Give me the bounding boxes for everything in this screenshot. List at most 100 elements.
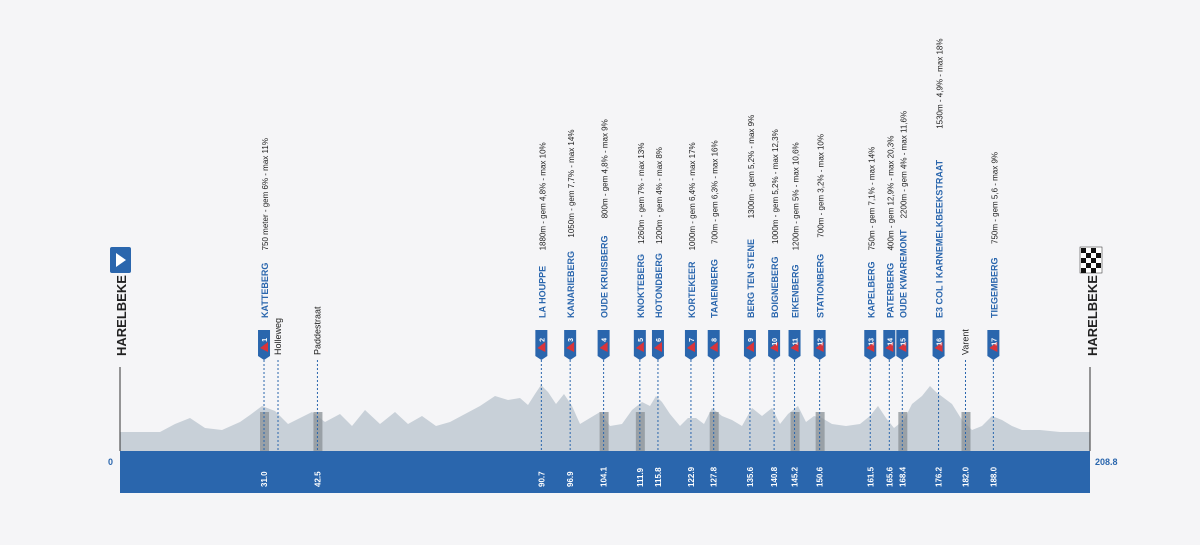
climb-marker-accent <box>260 342 269 352</box>
climb-marker-icon: 14 <box>883 330 896 360</box>
climb-detail: 1260m - gem 7% - max 13% <box>637 143 646 244</box>
climb-name: KORTEKEER <box>687 261 697 318</box>
climb-detail: 400m - gem 12,9% - max 20,3% <box>886 136 895 251</box>
climb-km-label: 165.6 <box>885 466 894 487</box>
climb-detail: 1200m - gem 4% - max 8% <box>655 147 664 244</box>
climb-name: PATERBERG <box>885 263 895 318</box>
climb-number: 7 <box>689 338 696 342</box>
climb-segment <box>815 412 825 451</box>
climb-marker-accent <box>599 342 608 352</box>
elevation-profile <box>120 385 1090 451</box>
climb-marker-icon: 4 <box>597 330 610 360</box>
checkered-flag-icon <box>1079 246 1103 274</box>
climb-marker-accent <box>898 342 907 352</box>
climb-name: STATIONBERG <box>816 254 826 318</box>
climb-segment <box>790 412 800 451</box>
climb-marker-accent <box>653 342 662 352</box>
leader-lines <box>263 360 994 451</box>
climb-name: TIEGEMBERG <box>989 257 999 318</box>
flag-square <box>1091 248 1096 253</box>
climb-marker-icon: 11 <box>788 330 801 360</box>
climb-km-label: 135.6 <box>746 466 755 487</box>
climb-number: 9 <box>748 338 755 342</box>
climb-marker-accent <box>866 342 875 352</box>
climb-marker-icon: 1 <box>258 330 271 360</box>
climb-km-label: 127.8 <box>710 466 719 487</box>
flag-square <box>1086 263 1091 268</box>
flag-square <box>1091 258 1096 263</box>
climb-name: KNOKTEBERG <box>636 254 646 318</box>
climb-segment <box>898 412 908 451</box>
climb-marker-icon: 16 <box>932 330 945 360</box>
climb-number: 1 <box>262 338 269 342</box>
flag-square <box>1081 268 1086 273</box>
climb-number: 14 <box>887 338 894 346</box>
climb-marker-accent <box>770 342 779 352</box>
climb-marker-icon: 17 <box>987 330 1000 360</box>
climb-number: 6 <box>656 338 663 342</box>
climb-name: E3 COL I KARNEMELKBEEKSTRAAT <box>935 159 945 318</box>
sector-km-label: 42.5 <box>313 471 322 487</box>
climb-marker-icon: 2 <box>535 330 548 360</box>
climb-detail: 1050m - gem 7,7% - max 14% <box>567 130 576 238</box>
climb-marker-accent <box>686 342 695 352</box>
climb-detail: 750 meter - gem 6% - max 11% <box>261 138 270 250</box>
climb-km-label: 31.0 <box>260 471 269 487</box>
climb-segment <box>635 412 645 451</box>
climb-marker-icon: 7 <box>684 330 697 360</box>
climb-marker-accent <box>709 342 718 352</box>
start-arrow-icon <box>110 247 131 273</box>
climb-number: 4 <box>602 338 609 342</box>
climb-km-label: 140.8 <box>770 466 779 487</box>
climb-detail: 1000m - gem 5,2% - max 12,3% <box>771 129 780 244</box>
climb-name: KANARIEBERG <box>566 251 576 318</box>
climb-detail: 2200m - gem 4% - max 11,6% <box>899 111 908 218</box>
climb-number: 11 <box>793 338 800 346</box>
climb-shades <box>260 412 971 451</box>
climb-marker-accent <box>537 342 546 352</box>
climb-name: KAPELBERG <box>866 261 876 318</box>
flag-square <box>1096 253 1101 258</box>
km-band <box>120 451 1090 493</box>
elevation-area <box>120 385 1090 451</box>
climb-detail: 1000m - gem 6,4% - max 17% <box>688 142 697 250</box>
climb-detail: 1880m - gem 4,8% - max 10% <box>538 142 547 250</box>
climb-segment <box>599 412 609 451</box>
climb-marker-accent <box>566 342 575 352</box>
km-labels: 31.0 90.7 96.9 104.1 111.9 115.8 122.9 127.8 135… <box>260 466 998 487</box>
flag-square <box>1086 253 1091 258</box>
sector-name: Holleweg <box>273 318 283 355</box>
climb-marker-accent <box>934 342 943 352</box>
start-km-label: 0 <box>108 457 113 467</box>
climb-name: OUDE KRUISBERG <box>600 235 610 318</box>
climb-km-label: 96.9 <box>566 471 575 487</box>
climb-marker-icon: 10 <box>768 330 781 360</box>
climb-km-label: 111.9 <box>636 467 645 487</box>
climb-detail: 750m - gem 5,6 - max 9% <box>990 152 999 244</box>
climb-detail: 750m - gem 7,1% - max 14% <box>867 147 876 251</box>
climb-km-label: 104.1 <box>600 466 609 487</box>
climb-segment <box>313 412 323 451</box>
climb-marker-icon: 6 <box>651 330 664 360</box>
sector-name: Paddestraat <box>312 306 322 355</box>
climb-km-label: 90.7 <box>537 471 546 487</box>
start-name: HARELBEKE <box>114 275 129 356</box>
climb-segment <box>709 412 719 451</box>
climb-km-label: 150.6 <box>816 466 825 487</box>
climb-marker-icon: 3 <box>564 330 577 360</box>
climb-km-label: 145.2 <box>791 466 800 487</box>
climb-detail: 1300m - gem 5,2% - max 9% <box>747 115 756 219</box>
finish-km-label: 208.8 <box>1095 457 1118 467</box>
climb-km-label: 168.4 <box>898 466 907 487</box>
climb-number: 16 <box>937 338 944 346</box>
climb-labels: KATTEBERG 750 meter - gem 6% - max 11% LA … <box>260 39 999 355</box>
climb-detail: 800m - gem 4,8% - max 9% <box>601 119 610 218</box>
climb-segment <box>260 412 270 451</box>
start-finish: 0 208.8 HARELBEKE HARELBEKE <box>108 246 1118 467</box>
finish-name: HARELBEKE <box>1085 275 1100 356</box>
climb-detail: 1530m - 4,9% - max 18% <box>936 39 945 129</box>
climb-number: 5 <box>638 338 645 342</box>
climb-number: 8 <box>712 338 719 342</box>
climb-name: EIKENBERG <box>791 264 801 318</box>
